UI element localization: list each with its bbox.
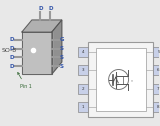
Bar (96, 48, 145, 111)
Bar (78, 84, 88, 94)
Bar (88, 42, 153, 117)
Text: D: D (9, 55, 14, 60)
Text: S: S (60, 55, 64, 60)
Text: S: S (60, 46, 64, 51)
Bar (153, 84, 160, 94)
Text: D: D (9, 46, 14, 51)
Bar (153, 65, 160, 75)
Polygon shape (52, 20, 62, 74)
Text: 2: 2 (81, 87, 84, 91)
Text: SO-8: SO-8 (2, 48, 17, 53)
Text: 4: 4 (81, 50, 84, 54)
Text: 6: 6 (157, 68, 160, 72)
Text: D: D (38, 6, 43, 11)
Bar (78, 65, 88, 75)
Text: D: D (48, 6, 53, 11)
Text: n: n (131, 78, 133, 83)
Text: S: S (60, 64, 64, 69)
Bar (153, 102, 160, 112)
Bar (153, 47, 160, 57)
Polygon shape (22, 32, 52, 74)
Bar (78, 102, 88, 112)
Text: 3: 3 (81, 68, 84, 72)
Text: 8: 8 (157, 105, 160, 109)
Text: Pin 1: Pin 1 (18, 73, 32, 89)
Text: G: G (60, 37, 64, 42)
Text: D: D (9, 37, 14, 42)
Text: D: D (9, 64, 14, 69)
Polygon shape (22, 20, 62, 32)
Bar (78, 47, 88, 57)
Text: 1: 1 (81, 105, 84, 109)
Text: 5: 5 (157, 50, 160, 54)
Text: 7: 7 (157, 87, 160, 91)
